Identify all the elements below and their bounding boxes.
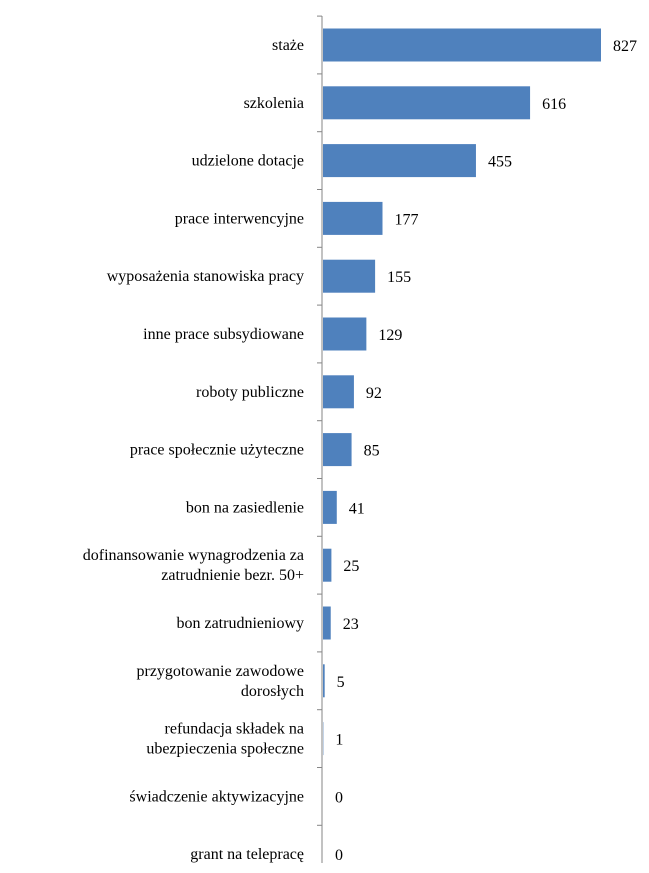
data-label: 5: [337, 674, 345, 691]
axis-layer: [317, 15, 323, 863]
category-label-line: udzielone dotacje: [192, 153, 304, 170]
category-label-line: zatrudnienie bezr. 50+: [161, 567, 304, 584]
category-label-line: przygotowanie zawodowe: [137, 663, 305, 680]
category-label: udzielone dotacje: [192, 153, 304, 170]
bar: [323, 259, 376, 293]
category-label: bon zatrudnieniowy: [176, 615, 304, 632]
data-label: 455: [488, 154, 512, 171]
data-label: 155: [387, 269, 411, 286]
data-label: 827: [613, 38, 637, 55]
data-label: 0: [335, 789, 343, 806]
category-label-line: stażе: [272, 37, 304, 54]
bar: [323, 606, 331, 640]
bar: [323, 548, 332, 582]
category-label: świadczenie aktywizacyjne: [129, 788, 304, 805]
data-label: 85: [364, 443, 380, 460]
category-label-line: szkolenia: [244, 95, 304, 112]
category-label: bon na zasiedlenie: [186, 499, 304, 516]
bar: [323, 490, 337, 524]
category-label-line: ubezpieczenia społeczne: [146, 741, 304, 758]
category-label-line: świadczenie aktywizacyjne: [129, 788, 304, 805]
bar: [323, 375, 354, 409]
category-label: prace interwencyjne: [175, 210, 304, 227]
category-label: inne prace subsydiowane: [143, 326, 304, 343]
category-label-line: prace społecznie użyteczne: [130, 442, 304, 459]
bar: [323, 28, 601, 62]
category-label: grant na telepracę: [190, 846, 304, 863]
data-label: 177: [394, 211, 418, 228]
bar-layer: [323, 28, 601, 756]
category-label-line: grant na telepracę: [190, 846, 304, 863]
data-label: 23: [343, 616, 359, 633]
data-label: 41: [349, 500, 365, 517]
label-layer: 827 stażе 616 szkolenia 455 udzielone dotacje…: [83, 37, 637, 864]
data-label: 1: [335, 732, 343, 749]
category-label-line: bon na zasiedlenie: [186, 499, 304, 516]
category-label-line: inne prace subsydiowane: [143, 326, 304, 343]
category-label: roboty publiczne: [196, 384, 304, 401]
data-label: 129: [378, 327, 402, 344]
data-label: 0: [335, 847, 343, 864]
bar: [323, 144, 476, 178]
category-label-line: bon zatrudnieniowy: [176, 615, 304, 632]
category-label-line: wyposażenia stanowiska pracy: [107, 268, 304, 285]
category-label-line: prace interwencyjne: [175, 210, 304, 227]
bar: [323, 86, 531, 120]
category-label-line: dorosłych: [241, 683, 304, 700]
category-label: prace społecznie użyteczne: [130, 442, 304, 459]
category-label: przygotowanie zawodowe dorosłych: [137, 663, 305, 700]
data-label: 25: [343, 558, 359, 575]
category-label: refundacja składek na ubezpieczenia społe…: [146, 721, 304, 758]
data-label: 616: [542, 96, 566, 113]
bar: [323, 201, 383, 235]
category-label: dofinansowanie wynagrodzenia za zatrudnie…: [83, 547, 304, 584]
data-label: 92: [366, 385, 382, 402]
category-label-line: dofinansowanie wynagrodzenia za: [83, 547, 304, 564]
category-label-line: refundacja składek na: [165, 721, 304, 738]
bar: [323, 433, 352, 467]
bar: [323, 317, 367, 351]
category-label-line: roboty publiczne: [196, 384, 304, 401]
category-label: wyposażenia stanowiska pracy: [107, 268, 304, 285]
bar: [323, 664, 325, 698]
category-label: szkolenia: [244, 95, 304, 112]
category-label: stażе: [272, 37, 304, 54]
